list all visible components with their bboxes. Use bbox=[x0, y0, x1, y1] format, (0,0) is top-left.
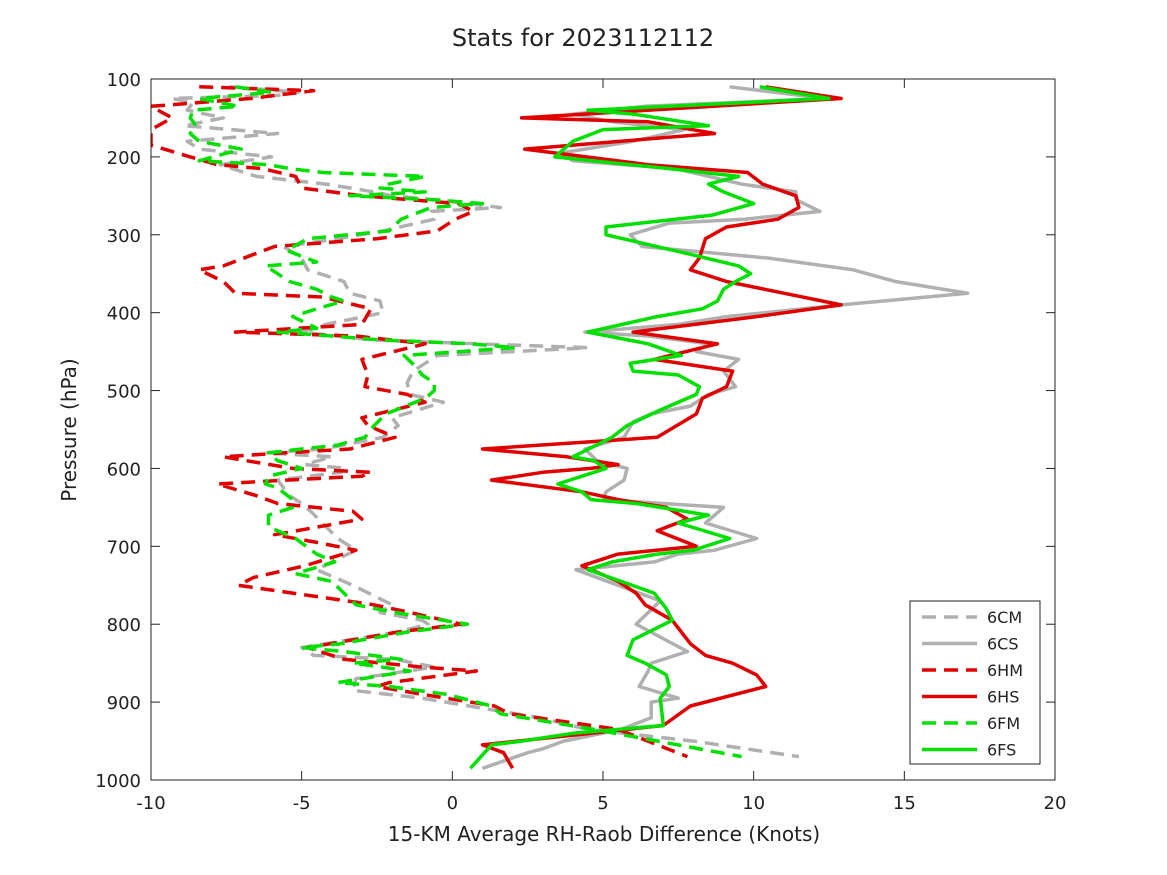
x-tick-label: 10 bbox=[742, 793, 765, 814]
x-axis-label: 15-KM Average RH-Raob Difference (Knots) bbox=[388, 822, 820, 846]
y-tick-label: 1000 bbox=[95, 771, 141, 792]
y-tick-label: 200 bbox=[107, 148, 141, 169]
legend-label-6cm: 6CM bbox=[987, 608, 1022, 627]
series-line-6hs bbox=[480, 85, 843, 770]
y-tick-label: 600 bbox=[107, 459, 141, 480]
y-tick-label: 900 bbox=[107, 693, 141, 714]
x-tick-label: -5 bbox=[293, 793, 311, 814]
series-layer bbox=[151, 85, 970, 770]
y-tick-label: 800 bbox=[107, 615, 141, 636]
x-tick-label: 20 bbox=[1044, 793, 1067, 814]
y-tick-label: 700 bbox=[107, 537, 141, 558]
legend-label-6hm: 6HM bbox=[987, 661, 1023, 680]
legend-label-6cs: 6CS bbox=[987, 635, 1019, 654]
x-tick-label: 5 bbox=[597, 793, 608, 814]
legend: 6CM 6CS 6HM 6HS 6FM 6FS bbox=[909, 600, 1041, 765]
y-tick-label: 100 bbox=[107, 70, 141, 91]
y-tick-label: 300 bbox=[107, 226, 141, 247]
legend-box bbox=[909, 600, 1041, 765]
x-tick-label: 0 bbox=[447, 793, 458, 814]
legend-label-6hs: 6HS bbox=[987, 688, 1019, 707]
y-tick-label: 400 bbox=[107, 304, 141, 325]
legend-label-6fs: 6FS bbox=[987, 741, 1016, 760]
ticks-layer: -10 -5 0 5 10 15 20 100 200 300 400 500 600 700 800 900… bbox=[95, 70, 1066, 814]
legend-label-6fm: 6FM bbox=[987, 714, 1020, 733]
series-line-6fs bbox=[469, 85, 831, 770]
y-axis-label: Pressure (hPa) bbox=[57, 358, 81, 501]
x-tick-label: -10 bbox=[136, 793, 165, 814]
x-tick-label: 15 bbox=[893, 793, 916, 814]
series-line-6fm bbox=[188, 85, 742, 759]
y-tick-label: 500 bbox=[107, 382, 141, 403]
series-line-6cm bbox=[170, 85, 800, 759]
chart-title: Stats for 2023112112 bbox=[452, 24, 714, 52]
